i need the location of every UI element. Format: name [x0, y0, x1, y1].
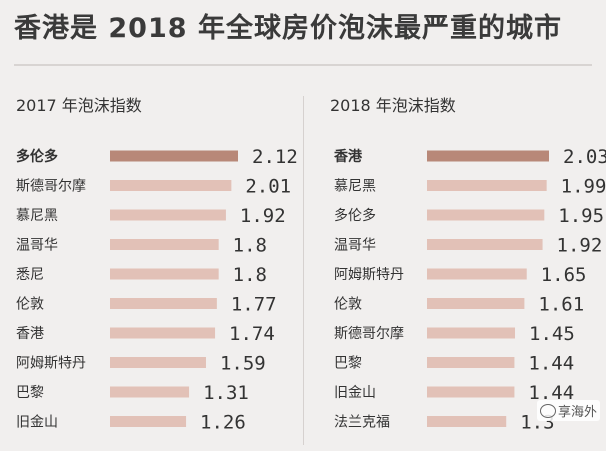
chart-2017-bar	[110, 268, 219, 280]
chart-2017-title: 2017 年泡沫指数	[16, 96, 142, 115]
panel-divider	[303, 96, 304, 445]
chart-2018-value-label: 1.44	[528, 353, 574, 375]
chart-2017-bar	[110, 327, 216, 339]
chart-2018-category-label: 香港	[333, 148, 363, 165]
chart-2018-category-label: 旧金山	[334, 385, 376, 401]
chart-2017-bar	[110, 357, 206, 368]
chart-2018-category-label: 伦敦	[334, 297, 362, 313]
chart-2017-value-label: 1.59	[220, 353, 266, 375]
chart-2017-value-label: 1.8	[233, 235, 267, 257]
chart-2017-category-label: 斯德哥尔摩	[16, 178, 86, 195]
chart-2017-category-label: 温哥华	[16, 238, 58, 254]
chart-2017-bar	[110, 239, 219, 250]
chart-2018-category-label: 阿姆斯特丹	[334, 267, 404, 283]
chart-2018-value-label: 1.95	[558, 205, 604, 227]
chart-2018-value-label: 1.45	[529, 323, 575, 345]
chart-2018-title: 2018 年泡沫指数	[330, 96, 456, 115]
chart-2018-bar	[427, 150, 549, 162]
chart-2018-value-label: 1.65	[541, 264, 587, 286]
chart-2017-category-label: 阿姆斯特丹	[16, 356, 86, 372]
chart-2018-bar	[427, 298, 525, 309]
wechat-icon	[539, 404, 556, 418]
chart-2017-value-label: 2.12	[252, 146, 298, 168]
watermark-text: 享海外	[557, 405, 597, 420]
chart-2018-category-label: 法兰克福	[334, 415, 390, 431]
chart-2017-bar	[110, 209, 226, 221]
chart-2017-category-label: 多伦多	[16, 148, 58, 165]
chart-2018-value-label: 2.03	[563, 146, 606, 168]
chart-2018-value-label: 1.99	[561, 176, 606, 198]
chart-2018-category-label: 多伦多	[334, 207, 376, 224]
chart-2017-category-label: 旧金山	[16, 415, 58, 431]
chart-2017-value-label: 1.31	[203, 382, 249, 404]
chart-2018-bar	[427, 268, 527, 280]
chart-2017-value-label: 2.01	[245, 176, 291, 198]
chart-2017-bar	[110, 298, 217, 309]
title-divider	[14, 64, 592, 66]
chart-2017-bar	[110, 386, 190, 398]
chart-2017-value-label: 1.8	[233, 264, 267, 286]
chart-2018-bar	[427, 357, 515, 368]
chart-2017-category-label: 伦敦	[16, 297, 44, 313]
chart-2017-category-label: 香港	[16, 326, 44, 342]
chart-2017-value-label: 1.92	[240, 205, 286, 227]
chart-2018-bar	[427, 416, 507, 427]
chart-2017-bar	[110, 416, 187, 427]
chart-2018-category-label: 斯德哥尔摩	[334, 325, 404, 342]
chart-2017-value-label: 1.77	[231, 294, 277, 316]
chart-2017-bar	[110, 180, 232, 191]
chart-2017-value-label: 1.74	[229, 323, 275, 345]
chart-2018-value-label: 1.92	[557, 235, 603, 257]
chart-2018-value-label: 1.61	[538, 294, 584, 316]
chart-2017-value-label: 1.26	[200, 412, 246, 434]
chart-2018-value-label: 1.44	[528, 382, 574, 404]
page-title: 香港是 2018 年全球房价泡沫最严重的城市	[14, 13, 562, 44]
chart-2018-category-label: 慕尼黑	[334, 179, 376, 195]
chart-2017-category-label: 巴黎	[16, 385, 44, 401]
chart-2017-category-label: 悉尼	[16, 267, 44, 283]
chart-2017-category-label: 慕尼黑	[16, 208, 58, 224]
chart-2018-bar	[427, 180, 547, 191]
chart-2018-category-label: 温哥华	[334, 238, 376, 254]
watermark: 享海外	[536, 400, 600, 421]
chart-2018-bar	[427, 386, 515, 398]
chart-2017-bar	[110, 150, 238, 162]
chart-2018-bar	[427, 327, 516, 339]
chart-2018-bar	[427, 239, 543, 250]
chart-2018-category-label: 巴黎	[334, 356, 362, 372]
chart-2018-bar	[427, 209, 545, 221]
